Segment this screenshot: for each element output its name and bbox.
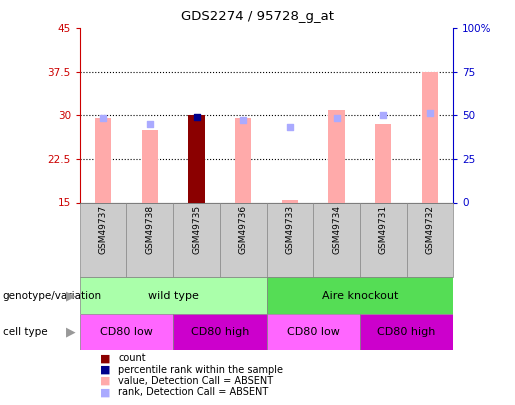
Point: [146, 121, 154, 127]
Text: percentile rank within the sample: percentile rank within the sample: [118, 365, 283, 375]
Text: GSM49732: GSM49732: [425, 205, 434, 254]
Text: GSM49733: GSM49733: [285, 205, 295, 254]
Text: GSM49738: GSM49738: [145, 205, 154, 254]
Text: value, Detection Call = ABSENT: value, Detection Call = ABSENT: [118, 376, 273, 386]
Text: cell type: cell type: [3, 327, 47, 337]
Bar: [360, 202, 406, 277]
Bar: [267, 202, 313, 277]
Bar: [360, 314, 453, 350]
Text: GSM49734: GSM49734: [332, 205, 341, 254]
Bar: [267, 277, 453, 314]
Point: [193, 113, 201, 120]
Bar: [282, 200, 298, 202]
Text: GSM49737: GSM49737: [99, 205, 108, 254]
Point: [99, 115, 107, 122]
Point: [379, 112, 387, 119]
Bar: [406, 202, 453, 277]
Text: CD80 high: CD80 high: [377, 327, 436, 337]
Text: CD80 high: CD80 high: [191, 327, 249, 337]
Bar: [95, 118, 111, 202]
Text: GDS2274 / 95728_g_at: GDS2274 / 95728_g_at: [181, 10, 334, 23]
Text: ▶: ▶: [66, 326, 75, 339]
Bar: [80, 314, 173, 350]
Point: [239, 117, 247, 123]
Text: Aire knockout: Aire knockout: [322, 291, 398, 301]
Point: [332, 115, 340, 122]
Bar: [220, 202, 267, 277]
Text: rank, Detection Call = ABSENT: rank, Detection Call = ABSENT: [118, 388, 269, 397]
Text: CD80 low: CD80 low: [287, 327, 339, 337]
Point: [426, 109, 434, 116]
Bar: [142, 130, 158, 202]
Text: CD80 low: CD80 low: [100, 327, 153, 337]
Bar: [375, 124, 391, 202]
Bar: [422, 72, 438, 202]
Text: ■: ■: [100, 365, 111, 375]
Bar: [80, 277, 267, 314]
Bar: [188, 115, 204, 202]
Text: ■: ■: [100, 388, 111, 397]
Bar: [235, 118, 251, 202]
Bar: [329, 110, 345, 202]
Text: GSM49736: GSM49736: [238, 205, 248, 254]
Text: GSM49735: GSM49735: [192, 205, 201, 254]
Text: count: count: [118, 354, 146, 363]
Bar: [173, 314, 267, 350]
Bar: [127, 202, 173, 277]
Point: [286, 124, 294, 130]
Text: genotype/variation: genotype/variation: [3, 291, 101, 301]
Text: GSM49731: GSM49731: [379, 205, 388, 254]
Text: ▶: ▶: [66, 289, 75, 302]
Text: ■: ■: [100, 354, 111, 363]
Text: ■: ■: [100, 376, 111, 386]
Bar: [313, 202, 360, 277]
Bar: [267, 314, 360, 350]
Text: wild type: wild type: [148, 291, 199, 301]
Bar: [173, 202, 220, 277]
Bar: [80, 202, 127, 277]
